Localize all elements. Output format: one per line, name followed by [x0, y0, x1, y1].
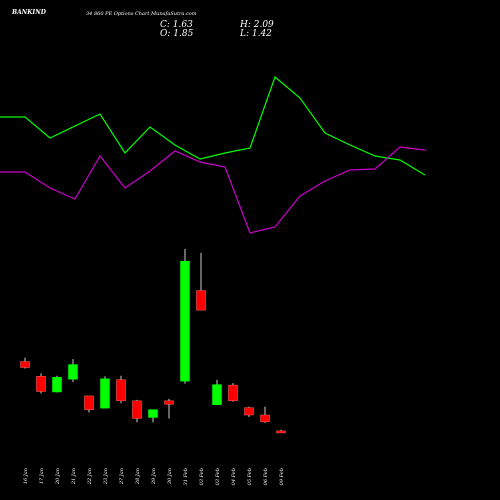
candle-down	[196, 290, 206, 311]
x-tick-label: 04 Feb	[231, 468, 237, 485]
candle-up	[148, 409, 158, 418]
x-tick-label: 23 Jan	[103, 468, 109, 485]
candle-down	[132, 400, 142, 419]
watermark-text: Sutra.com	[170, 11, 197, 17]
candle-up	[68, 364, 78, 380]
symbol-label: BANKIND	[12, 9, 46, 16]
x-tick-label: 31 Feb	[183, 468, 189, 485]
chart-title-text: 34 860 PE Options Chart Munafa	[86, 11, 171, 17]
candle-down	[116, 379, 126, 402]
close-value: C: 1.63	[160, 20, 193, 30]
x-tick-label: 05 Feb	[247, 468, 253, 485]
candle-up	[212, 384, 222, 405]
indicator-line-green	[0, 75, 426, 176]
x-tick-label: 21 Jan	[71, 468, 77, 485]
x-tick-label: 03 Feb	[215, 468, 221, 485]
x-tick-label: 17 Jan	[39, 468, 45, 484]
candles-group	[20, 248, 286, 434]
x-tick-label: 03 Feb	[199, 468, 205, 485]
x-tick-label: 22 Jan	[87, 468, 93, 485]
candle-down	[84, 395, 94, 410]
candle-down	[244, 407, 254, 416]
candle-down	[36, 376, 46, 392]
x-tick-label: 29 Jan	[151, 468, 157, 485]
candle-up	[100, 378, 110, 409]
x-tick-label: 28 Jan	[135, 468, 141, 485]
candle-down	[276, 430, 286, 434]
x-tick-label: 20 Jan	[55, 468, 61, 485]
x-tick-label: 09 Feb	[279, 468, 285, 485]
x-tick-label: 27 Jan	[119, 468, 125, 485]
open-value: O: 1.85	[160, 29, 194, 39]
candle-down	[228, 384, 238, 402]
indicator-line-magenta	[0, 146, 426, 234]
x-tick-label: 16 Jan	[23, 468, 29, 484]
x-tick-label: 06 Feb	[263, 468, 269, 485]
chart-title: 34 860 PE Options Chart MunafaSutra.com	[86, 11, 197, 17]
candle-up	[52, 377, 62, 393]
candle-down	[20, 361, 30, 368]
candle-up	[180, 260, 190, 382]
low-value: L: 1.42	[240, 29, 272, 39]
candle-down	[164, 400, 174, 405]
candle-down	[260, 414, 270, 423]
x-axis-labels: 16 Jan 17 Jan 20 Jan 21 Jan 22 Jan 23 Jan 27 J…	[23, 468, 285, 485]
high-value: H: 2.09	[240, 20, 274, 30]
x-tick-label: 30 Jan	[167, 468, 173, 484]
